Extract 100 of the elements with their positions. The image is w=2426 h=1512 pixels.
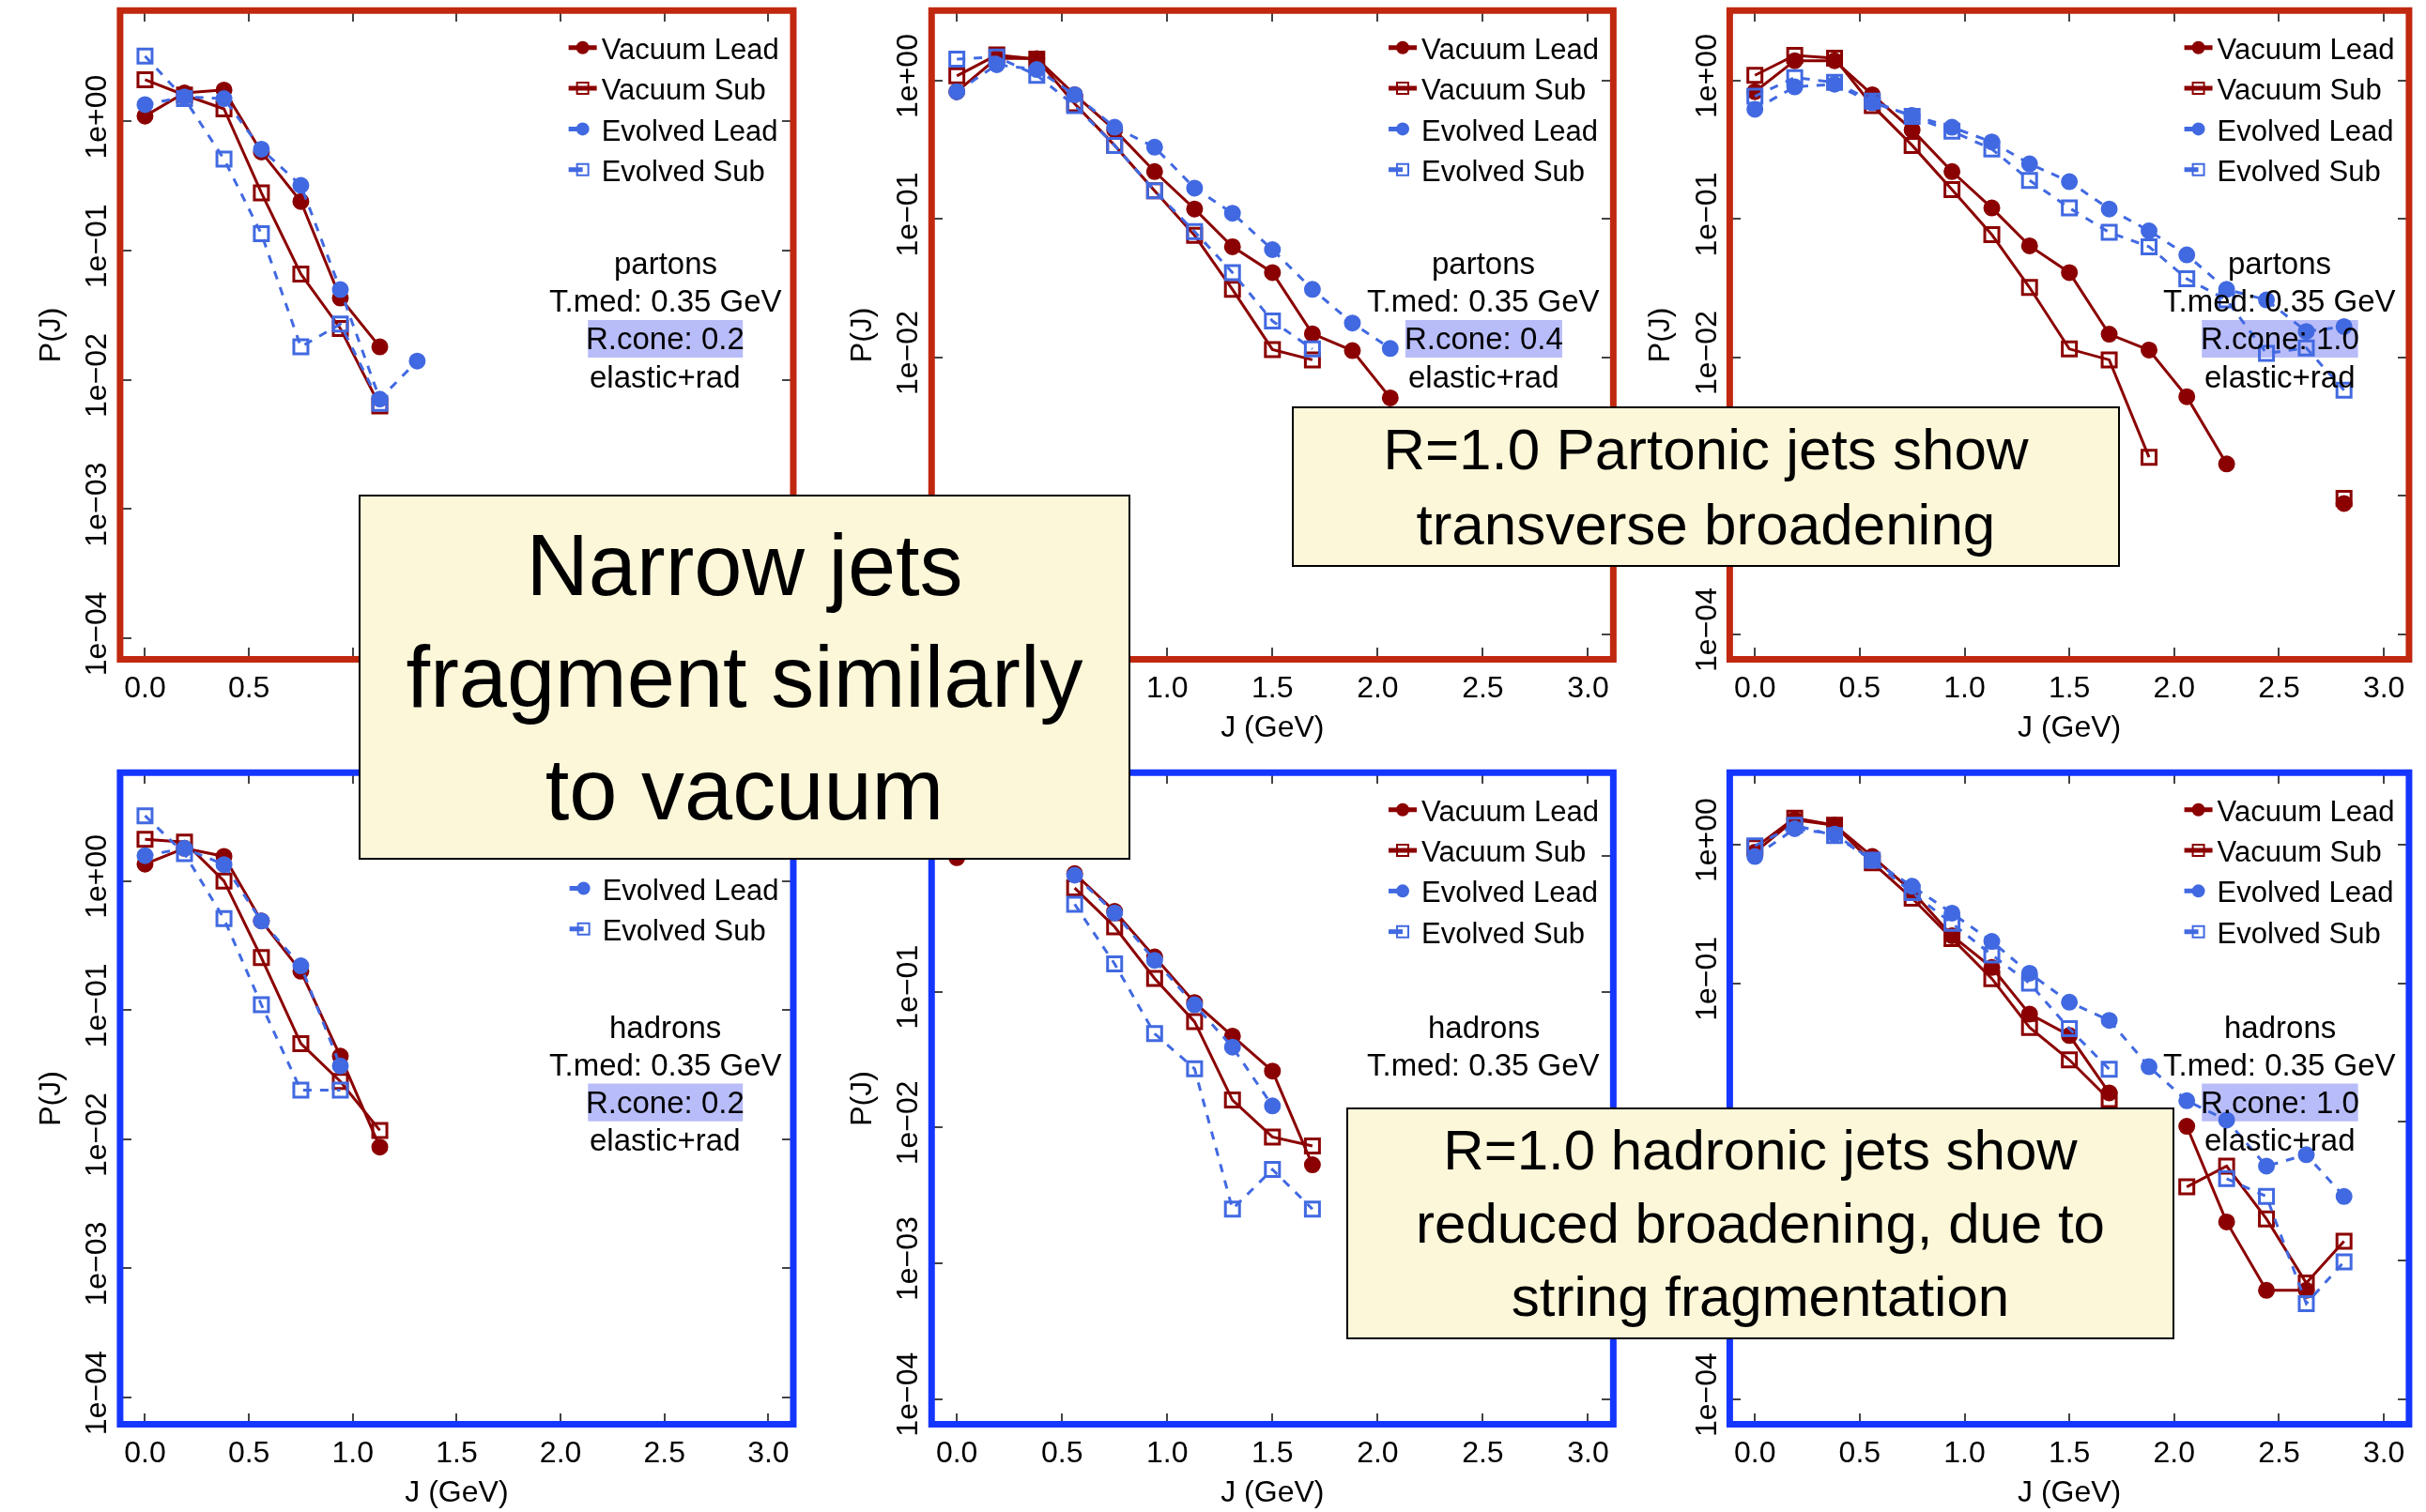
y-tick-label: 1e−01 [890,172,925,257]
x-tick-label: 3.0 [1567,669,1609,704]
x-tick-label: 2.0 [2153,1434,2196,1469]
y-tick-label: 1e−01 [79,963,114,1048]
x-tick-label: 2.0 [539,1434,582,1469]
y-tick-label: 1e−01 [890,944,925,1030]
y-tick-label: 1e−02 [890,311,925,395]
x-axis-title: J (GeV) [1221,710,1325,744]
x-tick-label: 0.0 [935,1434,978,1469]
legend-label: Evolved Sub [1421,916,1586,950]
x-tick-label: 2.0 [1357,1434,1399,1469]
x-tick-label: 2.5 [1462,1434,1504,1469]
x-tick-label: 2.5 [2258,1434,2300,1469]
x-tick-label: 0.5 [227,669,270,704]
x-axis-title: J (GeV) [1221,1474,1325,1509]
annotation: hadrons [1428,1010,1541,1045]
x-tick-label: 1.5 [436,1434,478,1469]
legend-label: Vacuum Lead [2217,794,2395,828]
y-axis-title: P(J) [32,1071,67,1126]
x-tick-label: 3.0 [2362,1434,2405,1469]
x-axis-title: J (GeV) [2018,1474,2122,1509]
y-axis-title: P(J) [844,1071,879,1126]
y-tick-label: 1e+00 [890,34,925,118]
y-axis-title: P(J) [1642,307,1677,363]
y-tick-label: 1e−02 [1688,311,1723,395]
x-tick-label: 0.5 [1838,1434,1881,1469]
legend-label: Evolved Lead [602,873,779,907]
x-tick-label: 1.0 [331,1434,375,1469]
legend-label: Evolved Sub [2217,916,2381,950]
x-tick-label: 0.5 [227,1434,270,1469]
y-axis-title: P(J) [844,307,879,363]
y-tick-label: 1e−04 [890,1352,925,1437]
legend-label: Vacuum Sub [2217,835,2382,869]
legend-label: Evolved Lead [601,114,778,147]
x-tick-label: 2.5 [643,1434,685,1469]
x-axis-title: J (GeV) [2018,710,2122,744]
annotation: T.med: 0.35 GeV [549,283,782,318]
x-tick-label: 0.5 [1838,669,1881,704]
annotation: T.med: 0.35 GeV [549,1047,782,1082]
annotation: R=1.0 Partonic jets show transverse broadening [1383,416,2029,557]
x-tick-label: 0.0 [124,1434,166,1469]
y-tick-label: 1e+00 [79,74,114,160]
legend-label: Evolved Lead [1421,114,1598,147]
x-tick-label: 3.0 [2362,669,2405,704]
annotation: R=1.0 hadronic jets show reduced broadening, due to string fragmentation [1416,1119,2105,1328]
legend-label: Vacuum Sub [1421,73,1587,107]
x-tick-label: 0.0 [124,669,166,704]
y-tick-label: 1e−01 [1688,172,1723,257]
annotation: T.med: 0.35 GeV [2163,1047,2396,1082]
x-tick-label: 1.5 [2048,1434,2091,1469]
annotation: elastic+rad [590,359,741,394]
annotation: hadrons [609,1010,722,1045]
y-tick-label: 1e−01 [79,204,114,289]
legend-label: Vacuum Lead [2217,32,2395,66]
x-tick-label: 2.5 [1462,669,1504,704]
y-tick-label: 1e−03 [79,462,114,547]
annotation: partons [1432,246,1536,281]
y-tick-label: 1e−03 [890,1216,925,1301]
annotation: T.med: 0.35 GeV [1367,1047,1600,1082]
legend-label: Vacuum Lead [601,32,779,66]
x-tick-label: 3.0 [747,1434,790,1469]
x-tick-label: 0.0 [1733,1434,1776,1469]
x-tick-label: 1.0 [1146,1434,1189,1469]
x-tick-label: 1.0 [1943,1434,1986,1469]
y-tick-label: 1e−03 [79,1221,114,1306]
legend-label: Vacuum Sub [1421,835,1587,869]
legend-label: Evolved Lead [1421,876,1598,909]
x-axis-title: J (GeV) [405,1474,509,1509]
legend-label: Evolved Sub [601,154,765,188]
legend-label: Evolved Lead [2217,114,2394,147]
legend-label: Vacuum Sub [601,73,766,107]
y-tick-label: 1e−02 [79,333,114,418]
x-tick-label: 1.0 [1146,669,1189,704]
y-tick-label: 1e−04 [79,1351,114,1436]
annotation: partons [2228,246,2332,281]
y-tick-label: 1e−04 [79,591,114,677]
annotation: Narrow jets fragment similarly to vacuum [406,516,1083,838]
legend-label: Evolved Sub [2217,154,2381,188]
y-tick-label: 1e+00 [1688,798,1723,882]
x-tick-label: 2.5 [2258,669,2300,704]
y-tick-label: 1e−01 [1688,936,1723,1021]
x-tick-label: 2.0 [1357,669,1399,704]
x-tick-label: 0.5 [1040,1434,1083,1469]
annotation: partons [614,246,718,281]
annotation: elastic+rad [1408,359,1559,394]
x-tick-label: 1.0 [1943,669,1986,704]
legend-label: Vacuum Sub [2217,73,2382,107]
y-tick-label: 1e−02 [79,1092,114,1177]
annotation: T.med: 0.35 GeV [1367,283,1600,318]
legend-label: Vacuum Lead [1421,794,1600,828]
x-tick-label: 1.5 [1251,1434,1294,1469]
annotation: elastic+rad [2204,1123,2356,1157]
y-tick-label: 1e+00 [79,833,114,919]
y-tick-label: 1e+00 [1688,34,1723,118]
annotation: hadrons [2224,1010,2337,1045]
y-axis-title: P(J) [32,307,67,363]
x-tick-label: 1.5 [1251,669,1294,704]
y-tick-label: 1e−04 [1688,588,1723,672]
y-tick-label: 1e−04 [1688,1352,1723,1438]
x-tick-label: 3.0 [1567,1434,1609,1469]
